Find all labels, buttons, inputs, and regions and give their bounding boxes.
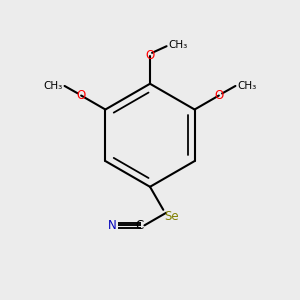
Text: O: O bbox=[146, 49, 154, 62]
Text: O: O bbox=[214, 89, 224, 102]
Text: Se: Se bbox=[164, 210, 178, 224]
Text: CH₃: CH₃ bbox=[44, 81, 63, 91]
Text: CH₃: CH₃ bbox=[237, 81, 256, 91]
Text: N: N bbox=[108, 219, 117, 232]
Text: C: C bbox=[135, 219, 143, 232]
Text: O: O bbox=[76, 89, 86, 102]
Text: CH₃: CH₃ bbox=[168, 40, 187, 50]
